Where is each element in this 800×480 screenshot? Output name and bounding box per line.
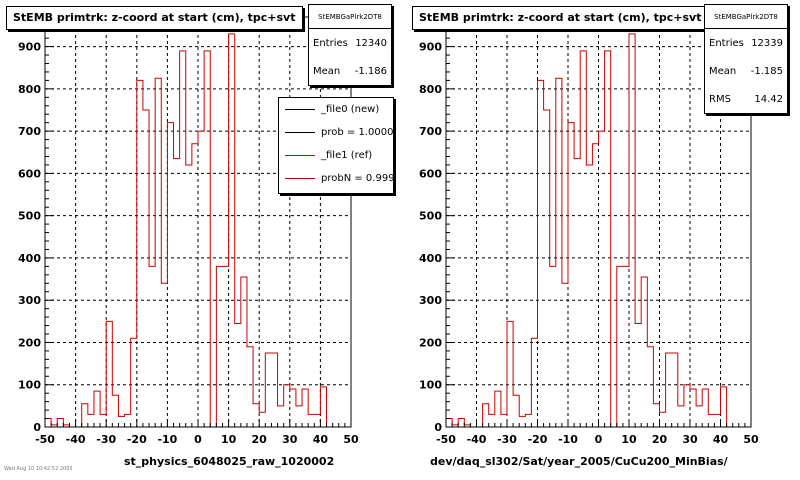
legend-entry: _file1 (ref) [279, 144, 393, 167]
y-tick-label: 0 [33, 421, 41, 434]
left-stats-mean: Mean -1.186 [309, 57, 391, 85]
legend-entry: probN = 0.99998 [279, 167, 393, 190]
footer-note: Wed Aug 10 10:42:52 2005 [4, 466, 73, 472]
y-tick-label: 300 [18, 294, 41, 307]
x-tick-label: -50 [35, 433, 55, 446]
x-tick-label: -30 [96, 433, 116, 446]
stats-value: 14.42 [754, 93, 783, 105]
x-tick-label: 20 [252, 433, 268, 446]
y-tick-label: 300 [419, 294, 442, 307]
histogram-series [44, 33, 351, 428]
left-histogram: -50 -40 -30 -20 -10 0 10 20 30 40 5001002003004005… [18, 16, 359, 446]
x-tick-label: 10 [221, 433, 237, 446]
legend-line [285, 155, 315, 156]
x-tick-label: 50 [743, 433, 759, 446]
x-tick-label: -20 [127, 433, 147, 446]
y-tick-label: 500 [18, 210, 41, 223]
y-tick-label: 900 [18, 41, 41, 54]
stats-value: -1.185 [750, 65, 783, 77]
y-tick-label: 400 [419, 252, 442, 265]
left-chart-title: StEMB primtrk: z-coord at start (cm), tp… [6, 6, 303, 30]
legend-label: probN = 0.99998 [321, 173, 394, 184]
y-tick-label: 900 [419, 41, 442, 54]
legend-line [285, 132, 315, 133]
left-panel: -50 -40 -30 -20 -10 0 10 20 30 40 50 0 100 200 300 400 5… [4, 4, 394, 472]
x-tick-label: 0 [595, 433, 603, 446]
x-tick-label: 20 [652, 433, 668, 446]
y-tick-label: 200 [18, 336, 41, 349]
legend-entry: prob = 1.000000 [279, 121, 393, 144]
y-tick-label: 100 [18, 379, 41, 392]
stats-label: Entries [313, 37, 348, 49]
x-tick-label: 50 [343, 433, 359, 446]
right-stats-mean: Mean -1.185 [705, 57, 787, 85]
histogram-series [445, 33, 751, 428]
x-tick-label: 10 [621, 433, 637, 446]
stats-label: RMS [709, 93, 731, 105]
right-stats-box: StEMBGaPlrk2DT8 Entries 12339 Mean -1.18… [704, 4, 788, 114]
legend-entry: _file0 (new) [279, 98, 393, 121]
y-tick-label: 600 [419, 167, 442, 180]
left-legend: _file0 (new) prob = 1.000000 _file1 (ref… [278, 97, 394, 194]
legend-label: prob = 1.000000 [321, 127, 394, 138]
x-tick-label: 40 [713, 433, 729, 446]
right-stats-rms: RMS 14.42 [705, 85, 787, 113]
y-tick-label: 800 [18, 83, 41, 96]
stats-value: 12340 [355, 37, 387, 49]
x-tick-label: -10 [157, 433, 177, 446]
y-tick-label: 400 [18, 252, 41, 265]
left-stats-entries: Entries 12340 [309, 29, 391, 57]
y-tick-label: 700 [18, 125, 41, 138]
x-tick-label: 40 [313, 433, 329, 446]
legend-label: _file0 (new) [321, 104, 380, 115]
stats-label: Mean [313, 65, 341, 77]
x-tick-label: 30 [682, 433, 698, 446]
right-stats-entries: Entries 12339 [705, 29, 787, 57]
x-tick-label: 0 [194, 433, 202, 446]
legend-line [285, 178, 315, 179]
left-x-axis-label: st_physics_6048025_raw_1020002 [124, 455, 335, 468]
stats-value: -1.186 [354, 65, 387, 77]
y-tick-label: 700 [419, 125, 442, 138]
stats-value: 12339 [751, 37, 783, 49]
y-tick-label: 0 [434, 421, 442, 434]
y-tick-label: 800 [419, 83, 442, 96]
legend-label: _file1 (ref) [321, 150, 373, 161]
x-tick-label: -50 [436, 433, 456, 446]
y-tick-label: 500 [419, 210, 442, 223]
y-tick-label: 100 [419, 379, 442, 392]
x-tick-label: -30 [497, 433, 517, 446]
x-tick-label: -10 [558, 433, 578, 446]
right-chart-title: StEMB primtrk: z-coord at start (cm), tp… [412, 6, 709, 30]
right-panel: -50 -40 -30 -20 -10 0 10 20 30 40 50 0 100 200 300 400 5… [400, 0, 800, 480]
left-stats-box: StEMBGaPlrk2DT8 Entries 12340 Mean -1.18… [308, 4, 392, 86]
x-tick-label: -20 [528, 433, 548, 446]
x-tick-label: 30 [282, 433, 298, 446]
stats-label: Mean [709, 65, 737, 77]
right-stats-name: StEMBGaPlrk2DT8 [705, 5, 787, 29]
right-x-axis-label: dev/daq_sl302/Sat/year_2005/CuCu200_MinB… [430, 455, 728, 468]
x-tick-label: -40 [467, 433, 487, 446]
left-stats-name: StEMBGaPlrk2DT8 [309, 5, 391, 29]
right-histogram: -50 -40 -30 -20 -10 0 10 20 30 40 5001002003004005… [419, 16, 759, 446]
y-tick-label: 600 [18, 167, 41, 180]
legend-line [285, 109, 315, 110]
stats-label: Entries [709, 37, 744, 49]
x-tick-label: -40 [66, 433, 86, 446]
y-tick-label: 200 [419, 336, 442, 349]
